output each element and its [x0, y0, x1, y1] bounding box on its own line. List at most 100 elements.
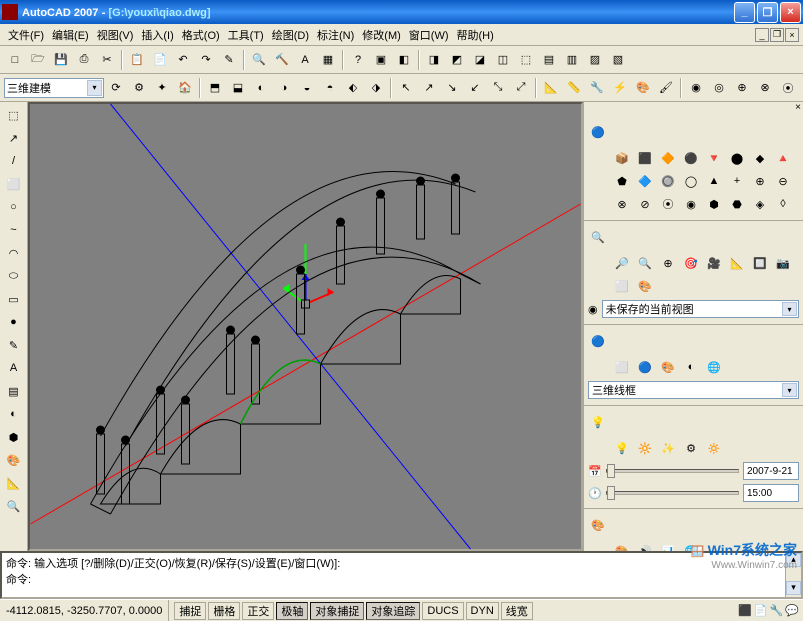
- drawing-canvas[interactable]: [30, 104, 581, 549]
- time-input[interactable]: [743, 484, 799, 502]
- palette-tool-1-8[interactable]: ⬜: [612, 276, 632, 296]
- palette-tool-1-2[interactable]: ⊕: [658, 253, 678, 273]
- status-toggle-DYN[interactable]: DYN: [466, 602, 499, 620]
- ws-toolbar-button-25[interactable]: 🎨: [632, 77, 654, 99]
- palette-tool-0-4[interactable]: 🔻: [704, 148, 724, 168]
- draw-tool-4[interactable]: ○: [3, 196, 25, 218]
- ws-toolbar-button-28[interactable]: ◉: [685, 77, 707, 99]
- toolbar-button-24[interactable]: ▨: [584, 49, 606, 71]
- palette-tool-2-2[interactable]: 🎨: [658, 357, 678, 377]
- palette-tool-0-21[interactable]: ⬣: [727, 194, 747, 214]
- date-input[interactable]: [743, 462, 799, 480]
- toolbar-button-5[interactable]: 📋: [126, 49, 148, 71]
- palette-tool-0-8[interactable]: ⬟: [612, 171, 632, 191]
- draw-tool-3[interactable]: ⬜: [3, 173, 25, 195]
- status-toggle-DUCS[interactable]: DUCS: [422, 602, 463, 620]
- command-scrollbar[interactable]: ▴▾: [785, 553, 801, 597]
- draw-tool-13[interactable]: ◐: [3, 403, 25, 425]
- draw-tool-6[interactable]: ◠: [3, 242, 25, 264]
- toolbar-button-6[interactable]: 📄: [149, 49, 171, 71]
- draw-tool-9[interactable]: ●: [3, 311, 25, 333]
- toolbar-button-15[interactable]: ▣: [370, 49, 392, 71]
- palette-tool-0-5[interactable]: ⬤: [727, 148, 747, 168]
- viewport[interactable]: [28, 102, 583, 551]
- command-line[interactable]: 命令: 输入选项 [?/删除(D)/正交(O)/恢复(R)/保存(S)/设置(E…: [0, 551, 803, 599]
- palette-tool-0-14[interactable]: ⊕: [750, 171, 770, 191]
- draw-tool-12[interactable]: ▤: [3, 380, 25, 402]
- tray-icon-2[interactable]: 🔧: [770, 604, 784, 617]
- toolbar-button-21[interactable]: ⬚: [515, 49, 537, 71]
- ws-toolbar-button-11[interactable]: ⬖: [342, 77, 364, 99]
- palette-tool-0-12[interactable]: ▲: [704, 171, 724, 191]
- draw-tool-5[interactable]: ~: [3, 219, 25, 241]
- ws-toolbar-button-7[interactable]: ◐: [250, 77, 272, 99]
- toolbar-button-0[interactable]: □: [4, 49, 26, 71]
- ws-toolbar-button-10[interactable]: ◓: [319, 77, 341, 99]
- tray-icon-0[interactable]: ⬛: [738, 604, 752, 617]
- draw-tool-8[interactable]: ▭: [3, 288, 25, 310]
- ws-toolbar-button-5[interactable]: ⬒: [204, 77, 226, 99]
- bridge-model[interactable]: [91, 172, 481, 515]
- toolbar-button-13[interactable]: ▦: [317, 49, 339, 71]
- toolbar-button-10[interactable]: 🔍: [248, 49, 270, 71]
- toolbar-button-12[interactable]: A: [294, 49, 316, 71]
- menu-help[interactable]: 帮助(H): [453, 25, 498, 45]
- ws-toolbar-button-6[interactable]: ⬓: [227, 77, 249, 99]
- ws-toolbar-button-31[interactable]: ⊗: [754, 77, 776, 99]
- mdi-restore[interactable]: ❐: [770, 28, 784, 42]
- toolbar-button-23[interactable]: ▥: [561, 49, 583, 71]
- draw-tool-14[interactable]: ⬢: [3, 426, 25, 448]
- ws-toolbar-button-15[interactable]: ↗: [418, 77, 440, 99]
- palette-tool-2-4[interactable]: 🌐: [704, 357, 724, 377]
- ws-toolbar-button-19[interactable]: ⤢: [510, 77, 532, 99]
- status-toggle-对象捕捉[interactable]: 对象捕捉: [310, 602, 364, 620]
- palette-tool-1-6[interactable]: 🔲: [750, 253, 770, 273]
- palette-tool-0-19[interactable]: ◉: [681, 194, 701, 214]
- palette-tool-1-9[interactable]: 🎨: [635, 276, 655, 296]
- toolbar-button-14[interactable]: ?: [347, 49, 369, 71]
- palette-tool-4-3[interactable]: 🌐: [681, 541, 701, 551]
- menu-dimension[interactable]: 标注(N): [313, 25, 358, 45]
- palette-tool-0-9[interactable]: 🔷: [635, 171, 655, 191]
- palette-tool-0-7[interactable]: 🔺: [773, 148, 793, 168]
- toolbar-button-18[interactable]: ◩: [446, 49, 468, 71]
- combo-dropdown-icon[interactable]: ▾: [782, 302, 797, 316]
- toolbar-button-2[interactable]: 💾: [50, 49, 72, 71]
- palette-tool-1-5[interactable]: 📐: [727, 253, 747, 273]
- menu-draw[interactable]: 绘图(D): [268, 25, 313, 45]
- maximize-button[interactable]: ❐: [757, 2, 778, 23]
- menu-insert[interactable]: 插入(I): [137, 25, 177, 45]
- toolbar-button-25[interactable]: ▧: [607, 49, 629, 71]
- palette-tool-1-0[interactable]: 🔎: [612, 253, 632, 273]
- toolbar-button-22[interactable]: ▤: [538, 49, 560, 71]
- ws-toolbar-button-17[interactable]: ↙: [464, 77, 486, 99]
- draw-tool-15[interactable]: 🎨: [3, 449, 25, 471]
- ws-toolbar-button-24[interactable]: ⚡: [609, 77, 631, 99]
- palette-tool-0-15[interactable]: ⊖: [773, 171, 793, 191]
- toolbar-button-3[interactable]: ⎙: [73, 49, 95, 71]
- status-toggle-线宽[interactable]: 线宽: [501, 602, 533, 620]
- workspace-combo-dropdown[interactable]: ▾: [87, 80, 102, 96]
- ws-toolbar-button-22[interactable]: 📏: [563, 77, 585, 99]
- menu-modify[interactable]: 修改(M): [358, 25, 405, 45]
- palette-close-button[interactable]: ×: [795, 102, 801, 116]
- draw-tool-1[interactable]: ↗: [3, 127, 25, 149]
- coordinate-display[interactable]: -4112.0815, -3250.7707, 0.0000: [0, 600, 169, 621]
- tray-icon-3[interactable]: 💬: [785, 604, 799, 617]
- draw-tool-17[interactable]: 🔍: [3, 495, 25, 517]
- combo-dropdown-icon[interactable]: ▾: [782, 383, 797, 397]
- section-head-icon[interactable]: 🔵: [588, 331, 608, 351]
- palette-tool-2-0[interactable]: ⬜: [612, 357, 632, 377]
- palette-tool-3-3[interactable]: ⚙: [681, 438, 701, 458]
- palette-tool-3-4[interactable]: 🔅: [704, 438, 724, 458]
- palette-tool-0-20[interactable]: ⬢: [704, 194, 724, 214]
- menu-tools[interactable]: 工具(T): [224, 25, 268, 45]
- toolbar-button-19[interactable]: ◪: [469, 49, 491, 71]
- palette-tool-0-2[interactable]: 🔶: [658, 148, 678, 168]
- palette-tool-4-0[interactable]: 🎨: [612, 541, 632, 551]
- palette-tool-0-13[interactable]: +: [727, 171, 747, 191]
- menu-window[interactable]: 窗口(W): [405, 25, 453, 45]
- palette-tool-3-2[interactable]: ✨: [658, 438, 678, 458]
- status-toggle-正交[interactable]: 正交: [242, 602, 274, 620]
- palette-tool-3-1[interactable]: 🔆: [635, 438, 655, 458]
